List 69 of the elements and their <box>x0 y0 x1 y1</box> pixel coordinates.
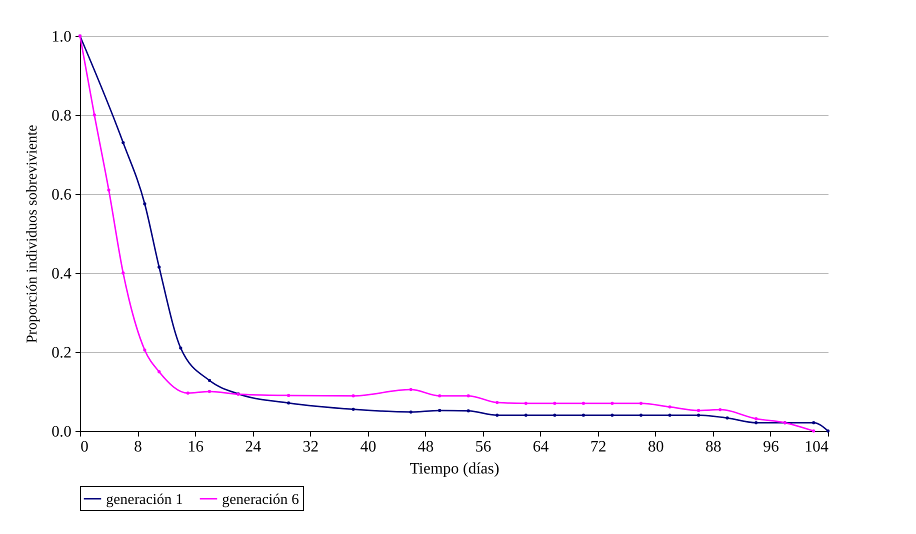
y-tick-label: 0.0 <box>52 424 72 440</box>
point <box>553 414 556 417</box>
point <box>438 408 442 412</box>
point <box>812 421 816 424</box>
x-tick-label: 104 <box>804 438 828 456</box>
point <box>107 188 110 192</box>
x-tick-label: 80 <box>648 438 664 456</box>
x-tick-label: 48 <box>418 438 434 456</box>
point <box>122 141 125 144</box>
point <box>496 414 499 417</box>
point <box>639 414 643 417</box>
x-tick-label: 32 <box>302 438 319 456</box>
point <box>582 414 586 417</box>
x-axis-title: Tiempo (días) <box>410 460 500 478</box>
point <box>496 400 499 404</box>
point <box>158 370 161 374</box>
legend-label: generación 6 <box>222 492 300 508</box>
point <box>726 416 729 420</box>
x-tick-label: 72 <box>590 438 606 456</box>
point <box>286 401 290 405</box>
y-axis-title: Proporción individuos sobreviviente <box>24 124 40 344</box>
point <box>639 402 643 405</box>
y-tick-label: 1.0 <box>52 28 72 46</box>
point <box>352 394 355 398</box>
point <box>208 378 212 382</box>
point <box>92 113 96 117</box>
x-tick-label: 88 <box>705 438 722 456</box>
point <box>553 402 556 405</box>
point <box>352 408 355 411</box>
point <box>286 394 290 398</box>
legend-label: generación 1 <box>106 492 184 508</box>
point <box>466 394 470 398</box>
point <box>754 421 758 424</box>
point <box>668 405 672 408</box>
x-tick-label: 8 <box>134 438 142 456</box>
y-tick-label: 0.8 <box>52 108 72 124</box>
point <box>668 414 672 417</box>
point <box>186 392 190 395</box>
point <box>466 409 470 412</box>
y-tick-label: 0.6 <box>52 186 72 204</box>
x-tick-label: 0 <box>80 438 88 456</box>
point <box>610 414 614 417</box>
point <box>122 271 125 275</box>
y-tick-label: 0.2 <box>52 344 72 362</box>
point <box>582 402 586 405</box>
point <box>158 265 161 269</box>
point <box>179 346 182 350</box>
x-tick-label: 16 <box>188 438 204 456</box>
point <box>812 429 816 433</box>
point <box>718 408 722 412</box>
x-tick-label: 96 <box>762 438 779 456</box>
point <box>208 390 212 394</box>
x-tick-label: 24 <box>245 438 262 456</box>
point <box>438 394 442 398</box>
y-tick-label: 0.4 <box>52 266 72 282</box>
point <box>409 410 412 414</box>
point <box>143 202 146 206</box>
x-tick-label: 40 <box>360 438 376 456</box>
x-tick-label: 64 <box>532 438 549 456</box>
point <box>524 414 528 417</box>
point <box>524 402 528 405</box>
x-tick-label: 56 <box>475 438 492 456</box>
point <box>826 429 830 433</box>
point <box>610 402 614 405</box>
point <box>754 417 758 420</box>
point <box>409 388 412 392</box>
point <box>696 408 700 412</box>
point <box>143 348 146 352</box>
point <box>696 414 700 417</box>
